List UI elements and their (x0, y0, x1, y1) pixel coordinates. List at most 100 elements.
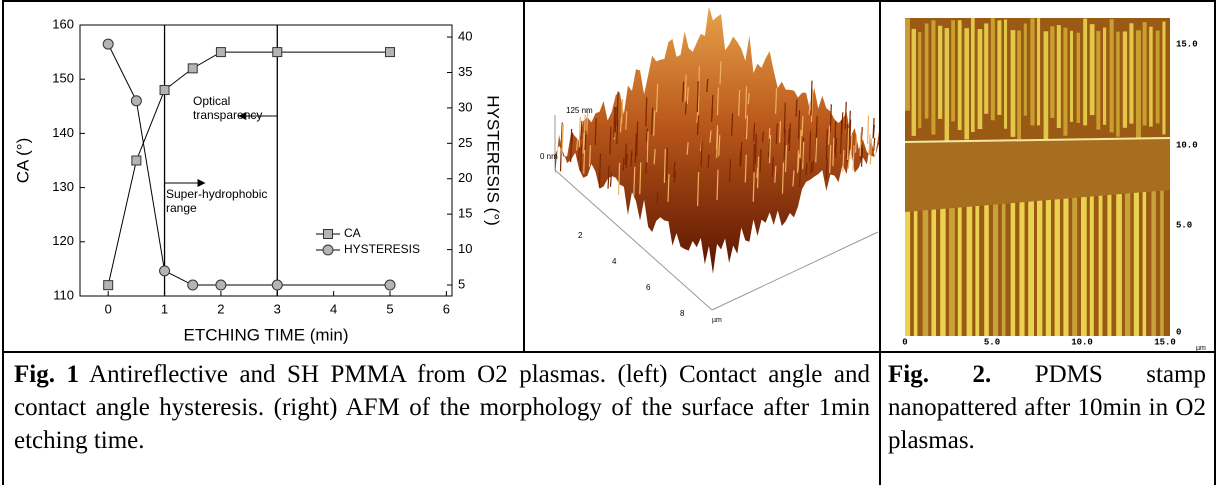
marker (215, 47, 226, 58)
pdms-stripe (905, 18, 910, 111)
afm-spike (655, 83, 659, 113)
legend-marker (322, 244, 334, 256)
pdms-stripe (1050, 26, 1055, 118)
afm-spike (625, 111, 628, 130)
caption-label: Fig. 2. (888, 361, 992, 388)
afm-spike (860, 145, 863, 161)
pdms-stripe (1017, 30, 1021, 144)
afm-spike (797, 110, 801, 140)
afm-spike (575, 139, 579, 151)
pdms-tick-label: 0 (902, 337, 907, 347)
pdms-stripe (940, 197, 946, 336)
afm-spike (829, 144, 832, 173)
afm-spike (829, 104, 832, 133)
afm-spike (613, 106, 616, 138)
pdms-stripe (1109, 19, 1114, 133)
afm-spike (847, 157, 850, 169)
afm-spike (686, 142, 689, 155)
pdms-tick-label: 10.0 (1176, 140, 1198, 150)
afm-spike (653, 149, 656, 165)
pdms-stripe (938, 25, 943, 119)
annotation: Optical (193, 94, 230, 108)
afm-spike (607, 165, 610, 189)
pdms-image: 15.0 10.0 5.0 0 0 5.0 10.0 15.0 µm (902, 18, 1206, 352)
plot-frame (79, 24, 453, 297)
afm-spike (616, 120, 619, 144)
pdms-stripe (1149, 26, 1153, 127)
afm-spike (577, 147, 581, 161)
afm-spike (622, 157, 625, 171)
y2-tick-label: 15 (458, 206, 472, 221)
pdms-stripe (951, 20, 955, 122)
pdms-stripe (1070, 30, 1074, 122)
afm-spike (756, 156, 760, 189)
afm-spike (854, 134, 858, 153)
pdms-stripe (984, 23, 989, 114)
pdms-stripe (975, 195, 980, 336)
afm-spike (810, 89, 814, 123)
y-tick-label: 160 (52, 16, 74, 31)
afm-spike (651, 107, 654, 135)
pdms-stripe (957, 20, 962, 131)
afm-spike (745, 115, 749, 140)
afm-spike (752, 172, 755, 202)
afm-spike (645, 97, 648, 127)
afm-spike (810, 162, 813, 174)
afm-spike (811, 160, 815, 173)
pdms-stripe (984, 194, 989, 336)
afm-spike (774, 88, 778, 114)
afm-spike (625, 153, 628, 169)
afm-spike (767, 138, 771, 158)
x-axis-label: ETCHING TIME (min) (184, 325, 349, 344)
afm-spike (719, 60, 722, 85)
afm-z-label: 125 nm (566, 106, 593, 115)
pdms-stripe (1083, 18, 1088, 126)
pdms-stripe (1076, 32, 1081, 123)
afm-spike (684, 100, 688, 115)
pdms-stripe (918, 32, 922, 129)
pdms-tick-label: 15.0 (1154, 337, 1176, 347)
afm-spike (739, 152, 742, 167)
border (879, 0, 881, 485)
afm-spike (667, 174, 670, 202)
pdms-stripe (1116, 185, 1122, 336)
y2-tick-label: 25 (458, 135, 472, 150)
pdms-stripe (1089, 187, 1094, 336)
afm-tick-label: 2 (578, 231, 583, 240)
afm-spike (709, 130, 712, 143)
marker (272, 47, 283, 58)
afm-spike (747, 92, 750, 105)
afm-spike (696, 81, 699, 113)
afm-tick-label: 6 (646, 283, 651, 292)
y2-tick-label: 40 (458, 28, 472, 43)
marker (159, 85, 170, 96)
pdms-stripe (1063, 189, 1069, 336)
afm-spike (684, 74, 687, 103)
afm-spike (859, 132, 862, 157)
afm-spike (696, 110, 699, 123)
afm-spike (584, 130, 587, 150)
afm-spike (834, 121, 837, 154)
marker (271, 279, 283, 291)
x-tick-label: 4 (330, 301, 337, 316)
afm-spike (582, 132, 585, 154)
afm-spike (860, 127, 863, 143)
pdms-stripe (1116, 31, 1120, 137)
chart: 0 1 2 3 4 5 6110120130140150160510152025303540… (13, 16, 502, 344)
afm-unit: µm (712, 317, 722, 324)
y2-tick-label: 35 (458, 64, 472, 79)
afm-spike (802, 141, 805, 170)
pdms-flat (905, 138, 1170, 212)
afm-spike (828, 125, 831, 145)
afm-spike (614, 106, 617, 133)
afm-spike (801, 115, 804, 137)
pdms-stripe (1155, 30, 1160, 124)
x-tick-label: 0 (105, 301, 112, 316)
afm-spike (673, 170, 677, 183)
afm-spike (653, 110, 656, 136)
afm-spike (656, 192, 659, 203)
afm-spike (849, 119, 852, 151)
afm-spike (731, 113, 734, 136)
pdms-stripe (990, 18, 995, 121)
border (523, 0, 525, 352)
